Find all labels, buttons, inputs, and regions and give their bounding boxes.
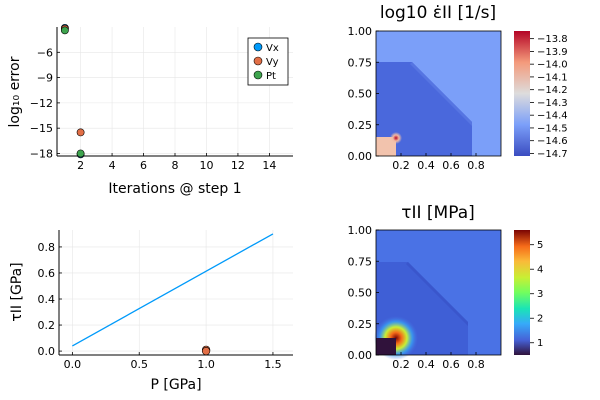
strainrate-low-region: [376, 62, 472, 156]
error-xlabel: Iterations @ step 1: [108, 181, 241, 197]
stressmap-colorbar-tick-label: 5: [537, 240, 543, 251]
error-y-tick-label: −9: [37, 72, 53, 85]
stressmap-colorbar-ticks: 1 2 3 4 5: [530, 240, 543, 349]
stressmap-colorbar: [514, 230, 530, 355]
stress-x-tick-label: 0.5: [130, 358, 148, 371]
error-x-tick-label: 10: [199, 159, 213, 172]
strainrate-boundary: [410, 62, 472, 126]
legend-label-vy: Vy: [266, 57, 279, 68]
stress-x-tick-label: 1.5: [264, 358, 282, 371]
stressmap-title: τII [MPa]: [401, 203, 475, 223]
strainrate-x-tick-label: 0.6: [442, 159, 460, 172]
stress-panel: 0.0 0.5 1.0 1.5 0.0 0.2 0.4 0.6 0.8 P [GPa] τII …: [9, 230, 293, 393]
stressmap-colorbar-tick-label: 4: [537, 265, 543, 276]
error-point-pt: [76, 149, 85, 158]
stress-grid: [59, 230, 293, 355]
error-points: [60, 23, 85, 159]
stressmap-ticks: 0.2 0.4 0.6 0.8 0.00 0.25 0.50 0.75 1.00: [348, 224, 485, 371]
strainrate-colorbar-tick-label: −14.1: [537, 72, 568, 83]
strainrate-ticks: 0.2 0.4 0.6 0.8 0.00 0.25 0.50 0.75 1.00: [348, 25, 485, 172]
strainrate-heatmap: [376, 31, 501, 156]
error-y-tick-label: −6: [37, 46, 53, 59]
legend-marker-vx: [253, 42, 263, 52]
strainrate-x-tick-label: 0.4: [417, 159, 435, 172]
stress-plot-area: [59, 230, 293, 355]
stressmap-x-tick-label: 0.6: [442, 358, 460, 371]
stressmap-x-tick-label: 0.2: [392, 358, 410, 371]
error-x-tick-label: 8: [172, 159, 179, 172]
stressmap-colorbar-tick-label: 3: [537, 289, 543, 300]
stress-x-tick-label: 1.0: [197, 358, 215, 371]
stressmap-y-tick-label: 0.00: [348, 349, 373, 362]
error-y-tick-label: −15: [30, 122, 53, 135]
error-x-tick-label: 4: [109, 159, 116, 172]
error-x-tick-label: 6: [140, 159, 147, 172]
stressmap-y-tick-label: 0.25: [348, 318, 373, 331]
strainrate-y-tick-label: 0.00: [348, 150, 373, 163]
strainrate-corner-block: [376, 137, 396, 156]
stressmap-heatmap: [374, 230, 501, 360]
error-legend: Vx Vy Pt: [247, 37, 289, 86]
error-ylabel: log₁₀ error: [7, 56, 23, 127]
legend-marker-pt: [253, 70, 263, 80]
stressmap-y-tick-label: 1.00: [348, 224, 373, 237]
stress-point: [201, 346, 211, 356]
error-point-vy: [76, 128, 85, 137]
stress-y-tick-label: 0.6: [38, 267, 56, 280]
stressmap-corner-block: [376, 338, 396, 355]
stressmap-x-tick-label: 0.4: [417, 358, 435, 371]
stress-y-tick-label: 0.2: [38, 319, 56, 332]
strainrate-colorbar-ticks: −13.8 −13.9 −14.0−14.1 −14.2 −14.3 −14.4−14.5…: [530, 34, 568, 160]
strainrate-colorbar: [514, 31, 530, 156]
stressmap-y-tick-label: 0.75: [348, 255, 373, 268]
stressmap-panel: τII [MPa] 0.2 0.4 0.6 0.8 0.00 0.25 0.50 0.75 1.…: [348, 203, 544, 371]
strainrate-y-tick-label: 0.25: [348, 119, 373, 132]
stress-marks: [72, 233, 274, 356]
strainrate-panel: log10 ε̇II [1/s] 0.2 0.4 0.6 0.8 0.00 0.25 0.5…: [348, 3, 568, 172]
error-y-tick-label: −18: [30, 147, 53, 160]
stress-x-tick-label: 0.0: [64, 358, 82, 371]
strainrate-colorbar-tick-label: −14.5: [537, 123, 568, 134]
stressmap-colorbar-tick-label: 1: [537, 338, 543, 349]
strainrate-colorbar-tick-label: −13.8: [537, 34, 568, 45]
stress-y-tick-label: 0.0: [38, 345, 56, 358]
strainrate-colorbar-tick-label: −13.9: [537, 47, 568, 58]
strainrate-y-tick-label: 0.50: [348, 88, 373, 101]
strainrate-x-tick-label: 0.8: [467, 159, 485, 172]
stress-xlabel: P [GPa]: [150, 377, 201, 393]
stress-y-tick-label: 0.8: [38, 241, 56, 254]
strainrate-hotspot: [390, 132, 402, 144]
strainrate-colorbar-tick-label: −14.7: [537, 149, 568, 160]
strainrate-x-tick-label: 0.2: [392, 159, 410, 172]
error-panel: 2 4 6 8 10 12 14 −6 −9 −12 −15 −18 Iterations @ ste…: [7, 23, 293, 197]
stressmap-colorbar-tick-label: 2: [537, 314, 543, 325]
strainrate-colorbar-tick-label: −14.6: [537, 136, 568, 147]
strainrate-colorbar-tick-label: −14.4: [537, 111, 568, 122]
strainrate-colorbar-tick-label: −14.0: [537, 60, 568, 71]
error-ticks: 2 4 6 8 10 12 14 −6 −9 −12 −15 −18: [30, 46, 277, 172]
legend-label-vx: Vx: [266, 43, 279, 54]
stressmap-x-tick-label: 0.8: [467, 358, 485, 371]
error-grid: [57, 27, 293, 156]
strainrate-y-tick-label: 0.75: [348, 56, 373, 69]
error-point-pt: [60, 26, 69, 35]
strainrate-y-tick-label: 1.00: [348, 25, 373, 38]
error-y-tick-label: −12: [30, 97, 53, 110]
error-x-tick-label: 14: [262, 159, 276, 172]
strainrate-colorbar-tick-label: −14.2: [537, 85, 568, 96]
strainrate-title: log10 ε̇II [1/s]: [380, 3, 496, 23]
stress-ticks: 0.0 0.5 1.0 1.5 0.0 0.2 0.4 0.6 0.8: [38, 241, 282, 371]
error-x-tick-label: 2: [77, 159, 84, 172]
stressmap-y-tick-label: 0.50: [348, 287, 373, 300]
legend-label-pt: Pt: [266, 71, 276, 82]
stressmap-boundary: [406, 262, 468, 326]
strainrate-colorbar-tick-label: −14.3: [537, 98, 568, 109]
stress-y-tick-label: 0.4: [38, 293, 56, 306]
error-x-tick-label: 12: [231, 159, 245, 172]
stress-yield-line: [72, 233, 274, 347]
stress-ylabel: τII [GPa]: [9, 262, 25, 321]
legend-marker-vy: [253, 56, 263, 66]
